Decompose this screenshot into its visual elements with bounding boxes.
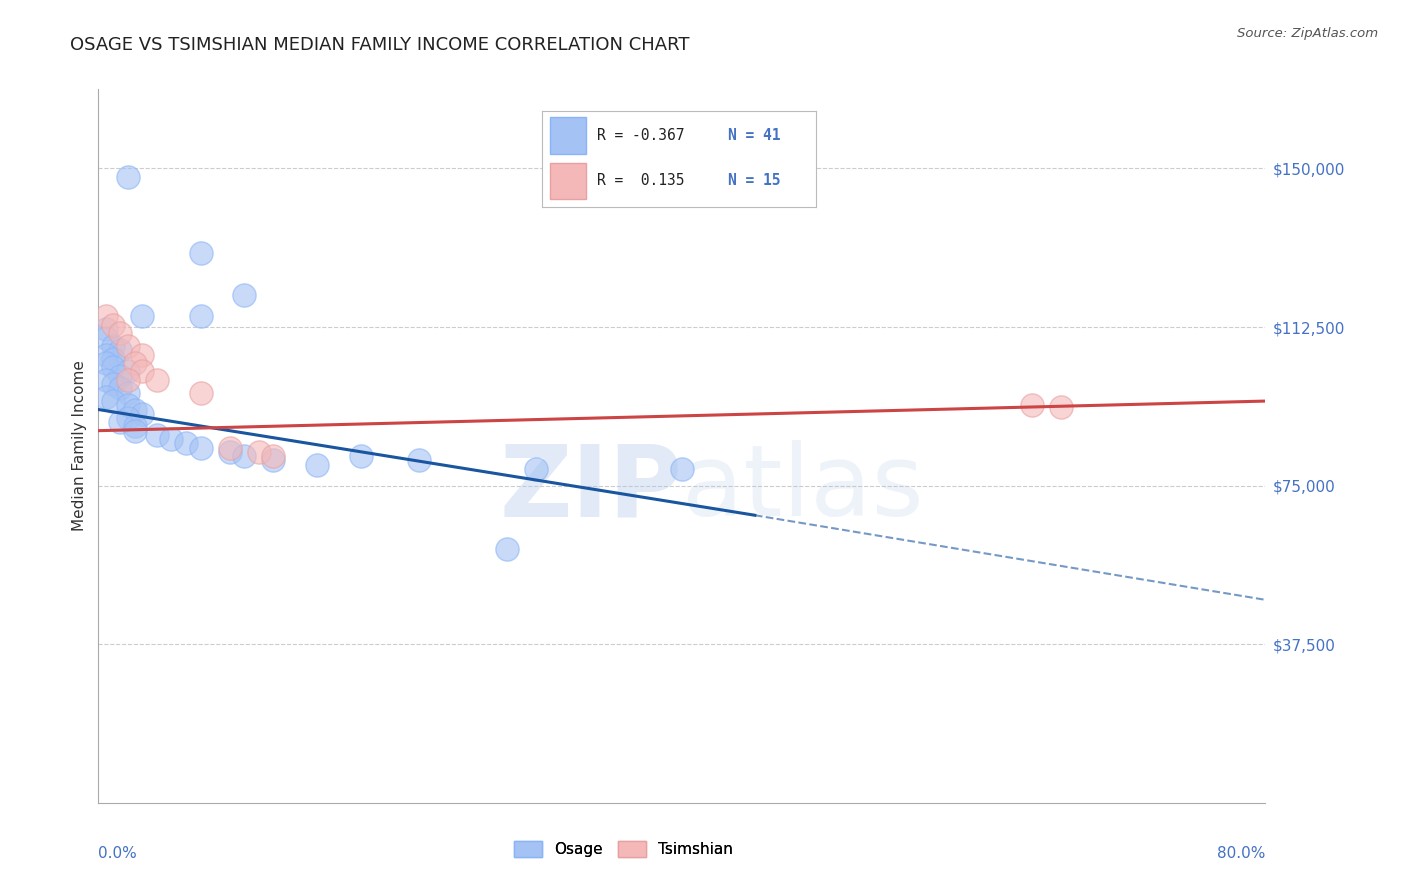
Point (146, 428, 169, 442)
Point (131, 407, 153, 421)
Point (101, 394, 124, 409)
Point (101, 377, 124, 392)
Point (174, 436, 197, 450)
Point (190, 385, 212, 400)
Text: atlas: atlas (682, 441, 924, 537)
Point (110, 368, 132, 383)
Point (94, 390, 117, 404)
Point (110, 415, 132, 429)
Point (247, 445, 270, 459)
Point (307, 458, 329, 472)
Point (101, 360, 124, 375)
Point (117, 339, 139, 353)
Point (131, 310, 153, 324)
Point (117, 411, 139, 425)
Point (94, 322, 117, 336)
Point (94, 356, 117, 370)
Point (117, 398, 139, 412)
Text: 80.0%: 80.0% (1218, 846, 1265, 861)
Point (218, 445, 240, 459)
Point (496, 542, 519, 557)
Point (110, 326, 132, 341)
Point (190, 246, 212, 260)
Point (101, 351, 124, 366)
Point (110, 343, 132, 358)
Text: 0.0%: 0.0% (98, 846, 138, 861)
Point (262, 453, 284, 467)
Point (117, 364, 139, 378)
Point (94, 331, 117, 345)
Point (190, 441, 212, 455)
Point (131, 364, 153, 378)
Point (524, 461, 547, 475)
Point (262, 449, 284, 463)
Point (1021, 398, 1043, 412)
Point (1050, 401, 1073, 415)
Point (110, 381, 132, 395)
Point (233, 288, 256, 302)
Point (218, 441, 240, 455)
Point (117, 169, 139, 184)
Point (94, 310, 117, 324)
Point (124, 424, 146, 438)
Point (124, 402, 146, 417)
Point (94, 347, 117, 361)
Point (101, 318, 124, 332)
Point (350, 449, 373, 463)
Point (408, 453, 430, 467)
Y-axis label: Median Family Income: Median Family Income (72, 360, 87, 532)
Text: Source: ZipAtlas.com: Source: ZipAtlas.com (1237, 27, 1378, 40)
Point (671, 461, 693, 475)
Point (117, 385, 139, 400)
Point (233, 449, 256, 463)
Point (146, 373, 169, 387)
Point (117, 373, 139, 387)
Text: ZIP: ZIP (499, 441, 682, 537)
Point (124, 419, 146, 434)
Point (124, 356, 146, 370)
Text: OSAGE VS TSIMSHIAN MEDIAN FAMILY INCOME CORRELATION CHART: OSAGE VS TSIMSHIAN MEDIAN FAMILY INCOME … (70, 36, 690, 54)
Legend: Osage, Tsimshian: Osage, Tsimshian (509, 835, 738, 863)
Point (101, 339, 124, 353)
Point (94, 373, 117, 387)
Point (160, 432, 183, 446)
Point (131, 347, 153, 361)
Point (190, 310, 212, 324)
